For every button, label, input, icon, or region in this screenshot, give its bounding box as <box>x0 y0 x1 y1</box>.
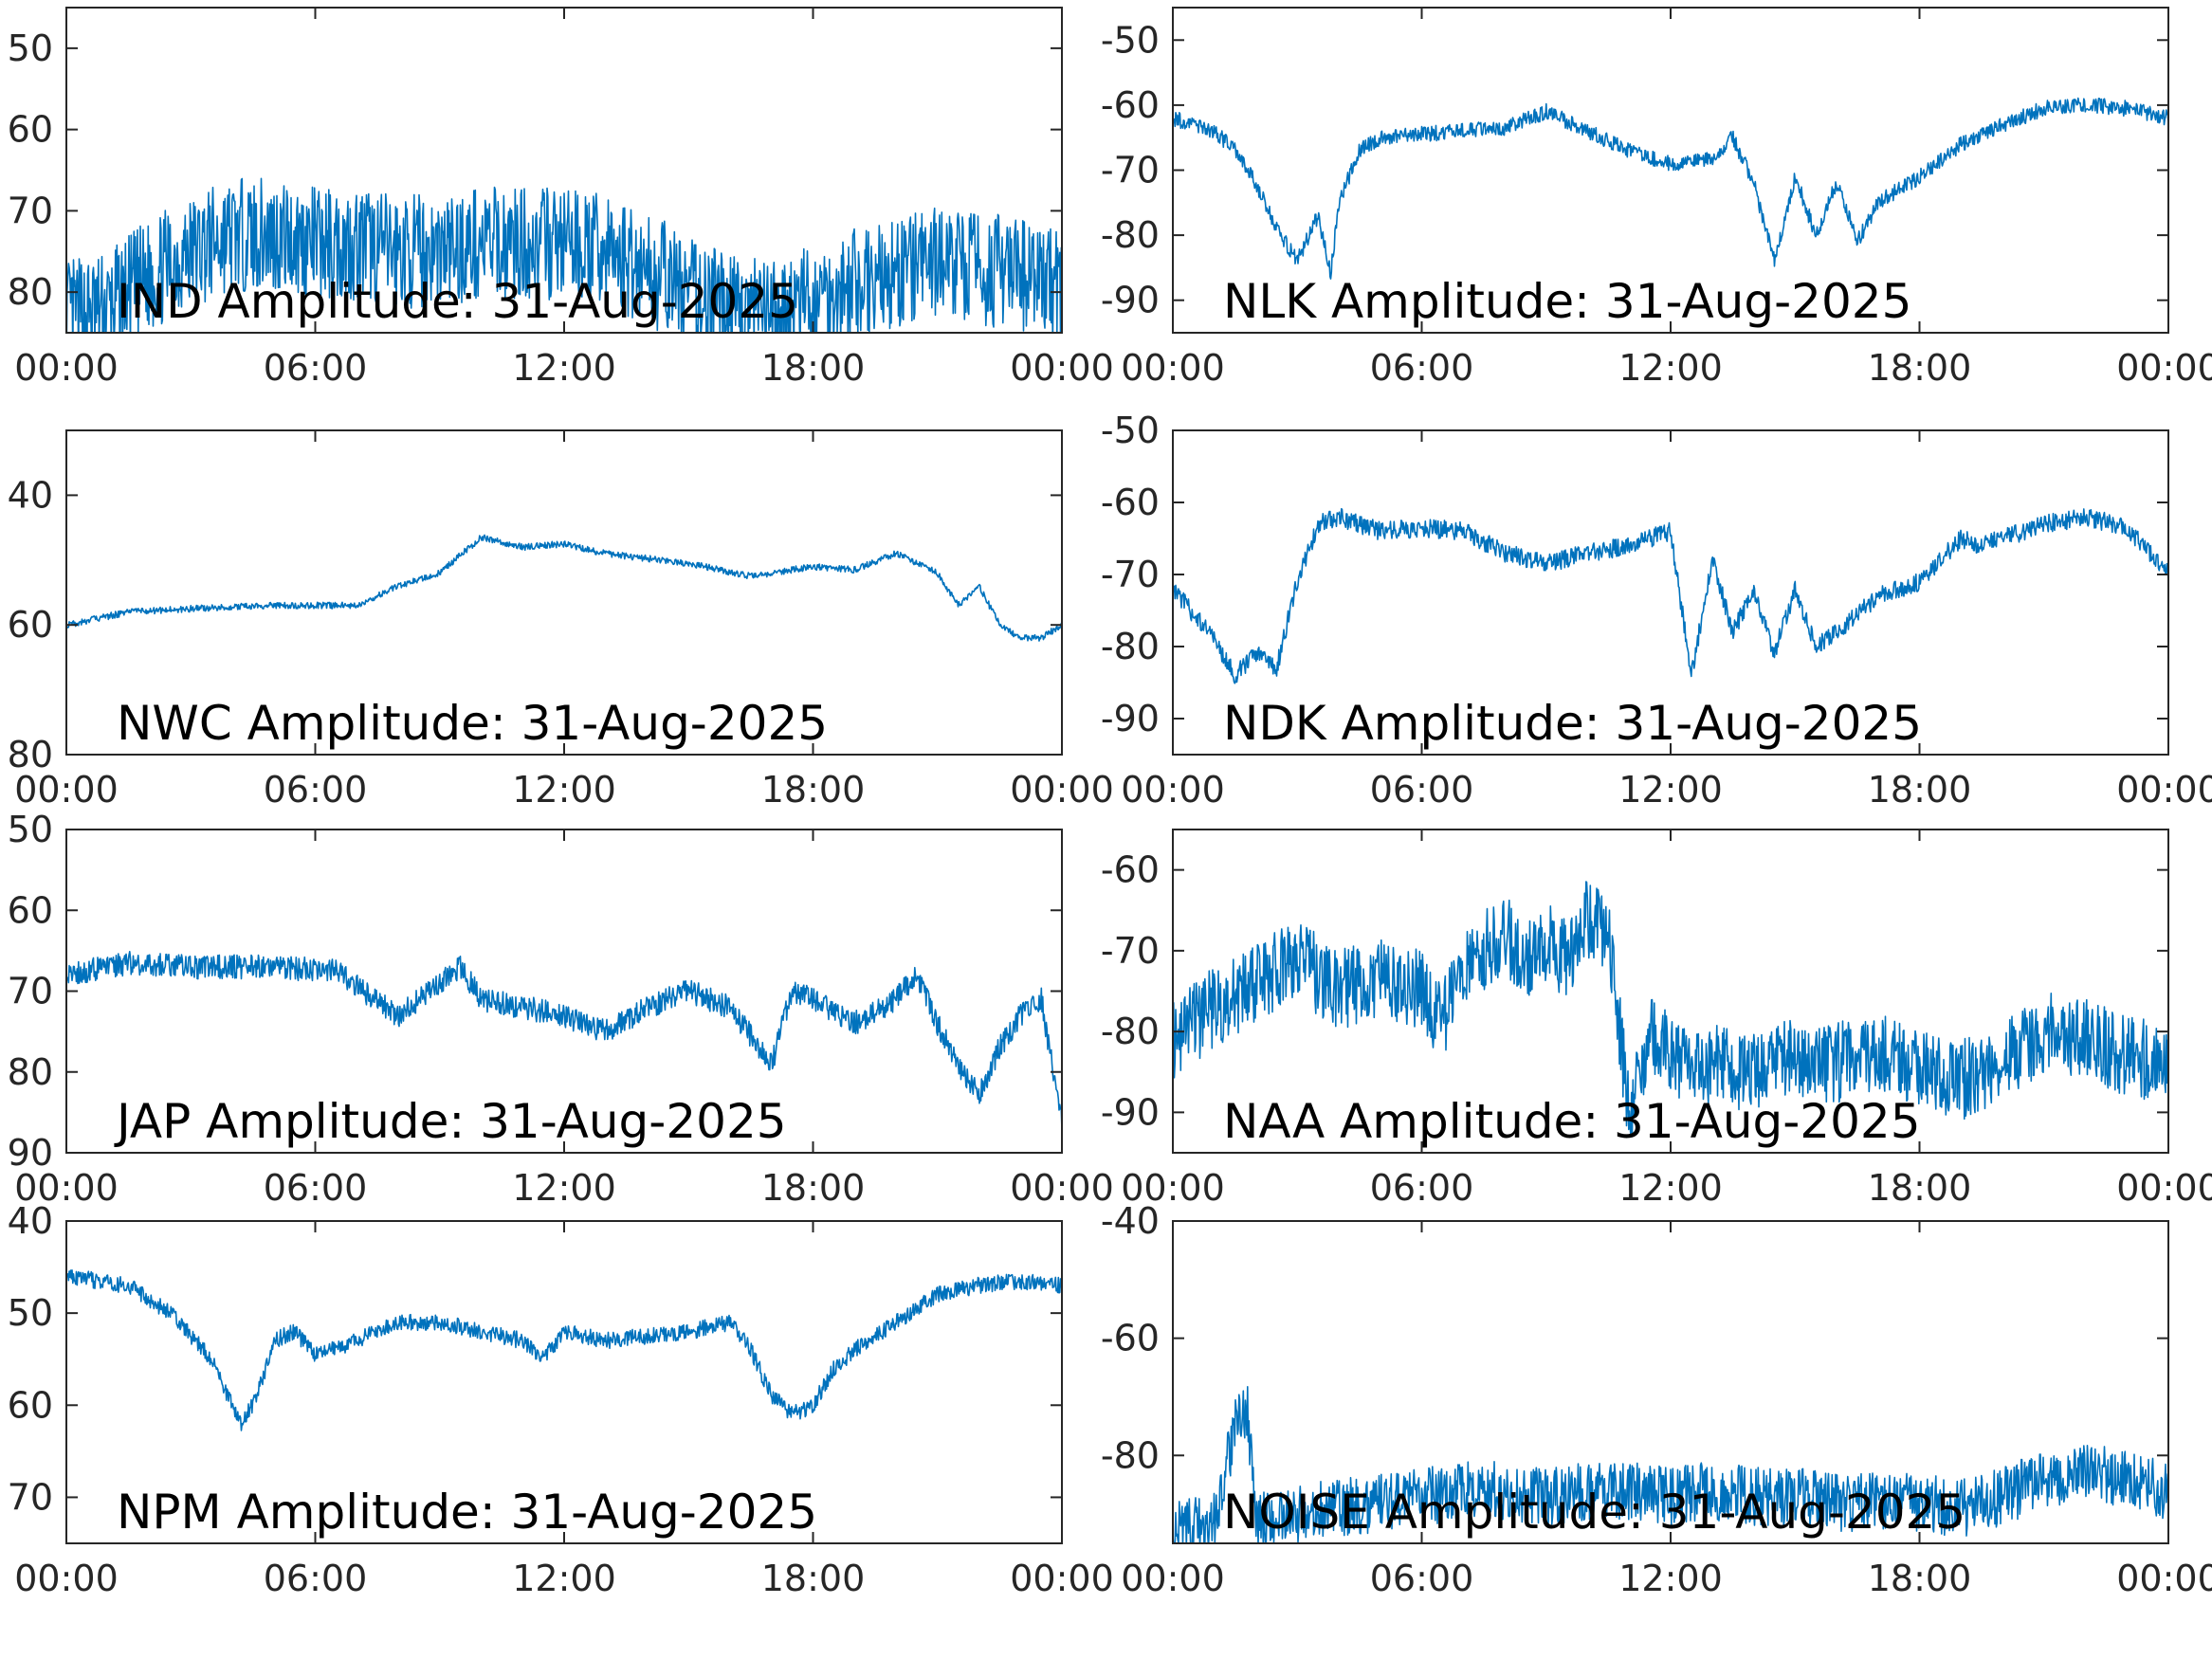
x-tick-label: 00:00 <box>1121 1167 1225 1209</box>
x-tick-label: 18:00 <box>761 769 866 811</box>
y-tick-label: 70 <box>8 190 53 231</box>
chart-panel: 00:00 06:00 12:00 18:00 00:00 -40 -60 -80 NOISE … <box>1101 1200 2212 1599</box>
y-tick-label: -60 <box>1101 849 1160 891</box>
chart-panel: 00:00 06:00 12:00 18:00 00:00 -50 -60 -70 -80 -90… <box>1101 7 2212 389</box>
x-tick-label: 06:00 <box>1370 1167 1474 1209</box>
y-tick-label: -60 <box>1101 84 1160 126</box>
y-tick-label: -90 <box>1101 1091 1160 1133</box>
series-line <box>66 177 1062 333</box>
y-tick-label: -80 <box>1101 214 1160 256</box>
y-tick-label: 60 <box>8 1384 53 1426</box>
y-tick-label: 40 <box>8 1200 53 1242</box>
series-line <box>1173 97 2168 280</box>
x-tick-label: 00:00 <box>1121 1558 1225 1599</box>
panel-title: NAA Amplitude: 31-Aug-2025 <box>1223 1094 1921 1149</box>
x-tick-label: 00:00 <box>2116 1558 2212 1599</box>
y-tick-label: -60 <box>1101 482 1160 523</box>
y-tick-label: -80 <box>1101 626 1160 667</box>
x-tick-label: 12:00 <box>1618 1167 1723 1209</box>
x-tick-label: 00:00 <box>2116 347 2212 389</box>
y-tick-label: 40 <box>8 474 53 516</box>
x-tick-label: 12:00 <box>1618 1558 1723 1599</box>
x-tick-label: 18:00 <box>761 1167 866 1209</box>
y-tick-label: 50 <box>8 1292 53 1334</box>
series-line <box>66 950 1062 1131</box>
x-tick-label: 06:00 <box>264 769 368 811</box>
y-tick-label: 60 <box>8 889 53 931</box>
x-tick-label: 06:00 <box>1370 769 1474 811</box>
chart-panel: 00:00 06:00 12:00 18:00 00:00 -60 -70 -80 -90 NAA… <box>1101 829 2212 1209</box>
series-line <box>1173 881 2168 1138</box>
panel-title: IND Amplitude: 31-Aug-2025 <box>117 274 798 329</box>
y-tick-label: 60 <box>8 604 53 646</box>
x-tick-label: 06:00 <box>264 347 368 389</box>
x-tick-label: 18:00 <box>1868 1167 1972 1209</box>
chart-panel: 00:00 06:00 12:00 18:00 00:00 50 60 70 80 IND Amp… <box>8 7 1114 389</box>
y-tick-label: 90 <box>8 1132 53 1174</box>
x-tick-label: 00:00 <box>14 1558 119 1599</box>
x-tick-label: 06:00 <box>1370 347 1474 389</box>
x-tick-label: 00:00 <box>14 347 119 389</box>
x-tick-label: 00:00 <box>1121 769 1225 811</box>
x-tick-label: 12:00 <box>1618 769 1723 811</box>
y-tick-label: 50 <box>8 27 53 69</box>
panel-title: NDK Amplitude: 31-Aug-2025 <box>1223 696 1922 751</box>
series-line <box>66 534 1062 642</box>
chart-panel: 00:00 06:00 12:00 18:00 00:00 40 60 80 NWC Ampli… <box>8 429 1114 811</box>
y-tick-label: 60 <box>8 109 53 151</box>
x-tick-label: 18:00 <box>761 347 866 389</box>
y-tick-label: 70 <box>8 971 53 1012</box>
y-tick-label: -60 <box>1101 1318 1160 1359</box>
panel-title: NOISE Amplitude: 31-Aug-2025 <box>1223 1485 1965 1540</box>
y-tick-label: -80 <box>1101 1011 1160 1052</box>
y-tick-label: 50 <box>8 809 53 850</box>
y-tick-label: 80 <box>8 1051 53 1093</box>
x-tick-label: 00:00 <box>14 1167 119 1209</box>
y-tick-label: -70 <box>1101 150 1160 191</box>
y-tick-label: -70 <box>1101 554 1160 595</box>
chart-panel: 00:00 06:00 12:00 18:00 00:00 50 60 70 80 90 JAP A… <box>8 809 1114 1209</box>
x-tick-label: 18:00 <box>761 1558 866 1599</box>
x-tick-label: 00:00 <box>1010 347 1114 389</box>
panel-title: NPM Amplitude: 31-Aug-2025 <box>117 1485 817 1540</box>
x-tick-label: 18:00 <box>1868 769 1972 811</box>
panel-title: JAP Amplitude: 31-Aug-2025 <box>114 1094 787 1149</box>
x-tick-label: 12:00 <box>512 1558 616 1599</box>
x-tick-label: 18:00 <box>1868 347 1972 389</box>
y-tick-label: 80 <box>8 734 53 775</box>
y-tick-label: -90 <box>1101 280 1160 321</box>
chart-panel: 00:00 06:00 12:00 18:00 00:00 -50 -60 -70 -80 -90… <box>1101 410 2212 811</box>
x-tick-label: 06:00 <box>1370 1558 1474 1599</box>
x-tick-label: 00:00 <box>1010 1167 1114 1209</box>
x-tick-label: 00:00 <box>2116 769 2212 811</box>
y-tick-label: 70 <box>8 1476 53 1518</box>
y-tick-label: -90 <box>1101 698 1160 739</box>
panel-title: NLK Amplitude: 31-Aug-2025 <box>1223 274 1911 329</box>
y-tick-label: -40 <box>1101 1200 1160 1242</box>
x-tick-label: 00:00 <box>2116 1167 2212 1209</box>
x-tick-label: 00:00 <box>1010 1558 1114 1599</box>
x-tick-label: 12:00 <box>1618 347 1723 389</box>
y-tick-label: -80 <box>1101 1434 1160 1476</box>
x-tick-label: 06:00 <box>264 1167 368 1209</box>
x-tick-label: 18:00 <box>1868 1558 1972 1599</box>
x-tick-label: 12:00 <box>512 347 616 389</box>
y-tick-label: -50 <box>1101 19 1160 61</box>
y-tick-label: -50 <box>1101 410 1160 451</box>
series-line <box>1173 1386 2168 1543</box>
x-tick-label: 00:00 <box>1121 347 1225 389</box>
x-tick-label: 12:00 <box>512 1167 616 1209</box>
series-line <box>1173 507 2168 684</box>
y-tick-label: 80 <box>8 271 53 313</box>
panel-title: NWC Amplitude: 31-Aug-2025 <box>117 696 828 751</box>
series-line <box>66 1269 1062 1431</box>
y-tick-label: -70 <box>1101 930 1160 972</box>
x-tick-label: 06:00 <box>264 1558 368 1599</box>
chart-panel: 00:00 06:00 12:00 18:00 00:00 40 50 60 70 NPM Amp… <box>8 1200 1114 1599</box>
x-tick-label: 00:00 <box>14 769 119 811</box>
x-tick-label: 12:00 <box>512 769 616 811</box>
x-tick-label: 00:00 <box>1010 769 1114 811</box>
